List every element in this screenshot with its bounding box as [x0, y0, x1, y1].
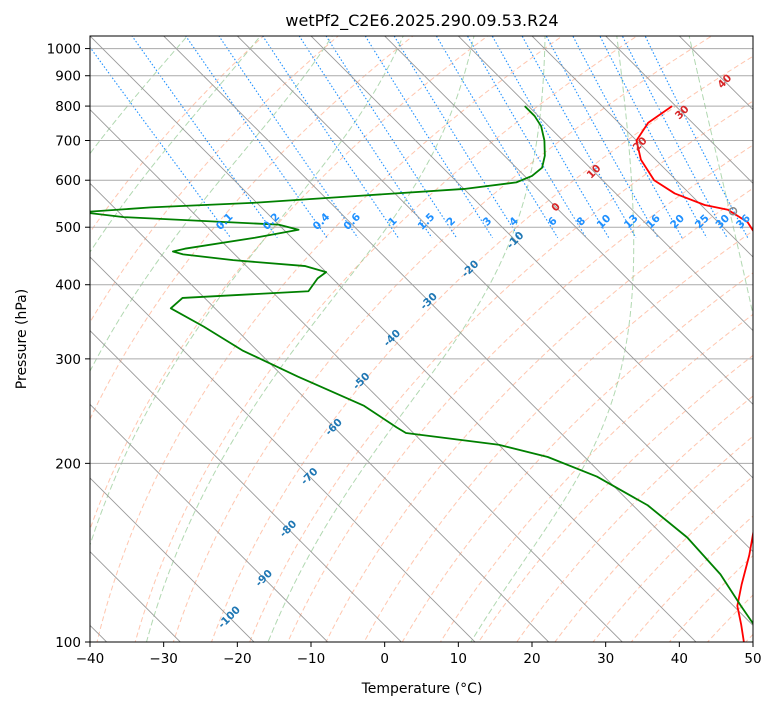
x-tick-label: 20 — [523, 651, 540, 667]
dry-adiabat — [287, 144, 753, 642]
dry-adiabat — [90, 36, 340, 324]
isotherm-gridline — [90, 330, 402, 642]
isotherm-gridline — [90, 182, 550, 642]
mixing-ratio-line — [621, 36, 728, 238]
moist-adiabat — [90, 36, 189, 155]
x-axis-label: Temperature (°C) — [361, 681, 483, 697]
plot-frame — [89, 35, 754, 643]
dry-adiabat — [554, 435, 753, 642]
isotherm-gridline — [163, 36, 753, 626]
y-tick-label: 400 — [55, 278, 81, 294]
isotherm-gridline — [605, 36, 753, 184]
data-series — [90, 105, 753, 642]
mixing-ratio-line — [90, 46, 232, 239]
y-tick-label: 300 — [55, 352, 81, 368]
isotherm-gridline — [236, 36, 753, 553]
y-tick-label: 900 — [55, 69, 81, 85]
x-tick-label: −30 — [149, 651, 178, 667]
mixing-ratio-line — [298, 36, 433, 239]
mixing-ratio-line — [364, 36, 494, 239]
dry-adiabat — [210, 55, 753, 642]
dry-adiabat — [478, 354, 753, 642]
isotherm-gridline — [531, 36, 753, 258]
mixing-ratio-line — [572, 36, 683, 238]
chart-title: wetPf2_C2E6.2025.290.09.53.R24 — [285, 11, 558, 31]
isotherm-gridline — [90, 403, 329, 642]
dry-adiabat — [90, 36, 414, 421]
moist-adiabat — [90, 36, 333, 373]
isotherm-gridline — [90, 256, 476, 642]
dry-adiabat — [249, 100, 753, 642]
y-axis-label: Pressure (hPa) — [14, 289, 30, 389]
dry-adiabat — [592, 475, 753, 642]
y-tick-label: 1000 — [47, 42, 81, 58]
isotherm-gridline — [90, 36, 697, 642]
dry-adiabat — [516, 395, 753, 642]
isotherm-gridline — [90, 477, 255, 642]
background-lines — [90, 36, 753, 642]
x-tick-label: −20 — [223, 651, 252, 667]
dry-adiabat — [325, 187, 753, 642]
x-tick-label: −10 — [297, 651, 326, 667]
mixing-ratio-line — [644, 36, 749, 238]
x-tick-label: 30 — [597, 651, 614, 667]
dry-adiabat — [172, 36, 713, 642]
isotherm-gridline — [90, 109, 623, 642]
mixing-ratio-line — [466, 36, 587, 239]
mixing-ratio-line — [599, 36, 708, 238]
x-tick-label: −40 — [76, 651, 105, 667]
isotherm-gridline — [457, 36, 753, 332]
dry-adiabat — [401, 272, 753, 642]
axes: −40 −30 −20 −10 0 10 20 30 40 50 1000 900 800 700 600 5… — [47, 42, 762, 667]
dewpoint-line — [90, 105, 753, 626]
isotherm-gridline — [384, 36, 753, 405]
mixing-ratio-line — [521, 36, 637, 239]
x-tick-label: 10 — [450, 651, 467, 667]
dry-adiabat — [134, 36, 638, 642]
y-tick-label: 200 — [55, 456, 81, 472]
isotherm-gridline — [310, 36, 753, 479]
y-tick-label: 800 — [55, 99, 81, 115]
dry-adiabat — [90, 36, 489, 531]
y-tick-label: 600 — [55, 173, 81, 189]
mixing-ratio-line — [545, 36, 659, 239]
mixing-ratio-line — [491, 36, 610, 239]
mixing-ratio-line — [262, 36, 399, 239]
mixing-ratio-line — [435, 36, 559, 239]
parcel-marker — [728, 206, 738, 216]
y-tick-label: 700 — [55, 133, 81, 149]
temperature-line — [635, 105, 753, 642]
y-tick-label: 500 — [55, 220, 81, 236]
dry-adiabat — [363, 230, 753, 642]
dry-adiabat — [96, 36, 564, 642]
y-tick-label: 100 — [55, 635, 81, 651]
x-tick-label: 40 — [671, 651, 688, 667]
x-tick-label: 0 — [380, 651, 389, 667]
x-tick-label: 50 — [744, 651, 761, 667]
dry-adiabat — [439, 313, 753, 642]
